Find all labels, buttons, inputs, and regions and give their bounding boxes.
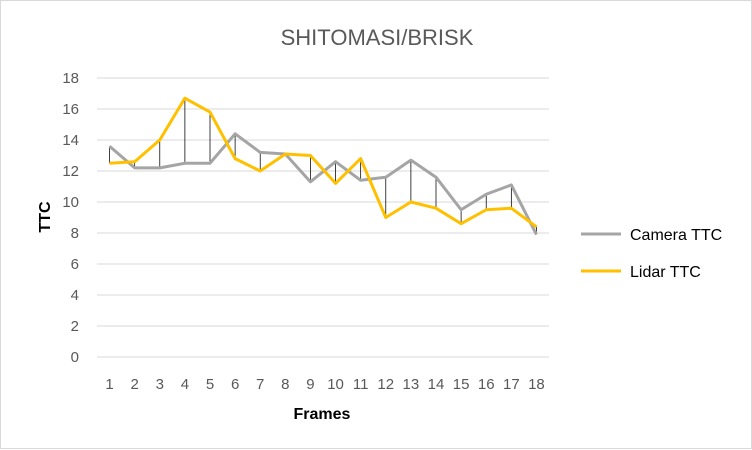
y-tick-label: 16: [62, 101, 79, 118]
y-tick-label: 4: [71, 287, 79, 304]
y-tick-label: 0: [71, 349, 79, 366]
x-tick-label: 12: [377, 376, 394, 393]
y-axis-ticks: 0 2 4 6 8 10 12 14 16 18: [62, 70, 79, 366]
x-tick-label: 9: [306, 376, 314, 393]
y-tick-label: 12: [62, 163, 79, 180]
x-axis-ticks: 1 2 3 4 5 6 7 8 9 10 11 12 13 14 15 16 17 18: [105, 376, 544, 393]
x-tick-label: 6: [231, 376, 239, 393]
y-tick-label: 18: [62, 70, 79, 87]
y-tick-label: 8: [71, 225, 79, 242]
x-tick-label: 16: [478, 376, 495, 393]
gridlines: [97, 77, 549, 358]
x-tick-label: 5: [206, 376, 214, 393]
series-line-lidar-ttc: [109, 96, 538, 229]
x-tick-label: 18: [528, 376, 545, 393]
y-tick-label: 6: [71, 256, 79, 273]
y-axis-title: TTC: [37, 201, 54, 233]
y-tick-label: 14: [62, 132, 79, 149]
y-tick-label: 10: [62, 194, 79, 211]
x-tick-label: 8: [281, 376, 289, 393]
x-tick-label: 4: [181, 376, 189, 393]
series-lines: [108, 96, 538, 236]
x-tick-label: 10: [327, 376, 344, 393]
x-tick-label: 1: [105, 376, 113, 393]
x-tick-label: 11: [353, 376, 369, 393]
x-tick-label: 13: [403, 376, 420, 393]
chart-title: SHITOMASI/BRISK: [281, 25, 474, 50]
x-tick-label: 3: [156, 376, 164, 393]
x-axis-title: Frames: [294, 406, 351, 423]
x-tick-label: 7: [256, 376, 264, 393]
x-tick-label: 14: [428, 376, 445, 393]
x-tick-label: 2: [130, 376, 138, 393]
y-tick-label: 2: [71, 318, 79, 335]
legend: Camera TTC Lidar TTC: [581, 227, 722, 281]
legend-label: Camera TTC: [630, 227, 722, 244]
x-tick-label: 15: [453, 376, 470, 393]
x-tick-label: 17: [503, 376, 520, 393]
legend-label: Lidar TTC: [630, 264, 701, 281]
series-line-camera-ttc: [108, 132, 538, 236]
